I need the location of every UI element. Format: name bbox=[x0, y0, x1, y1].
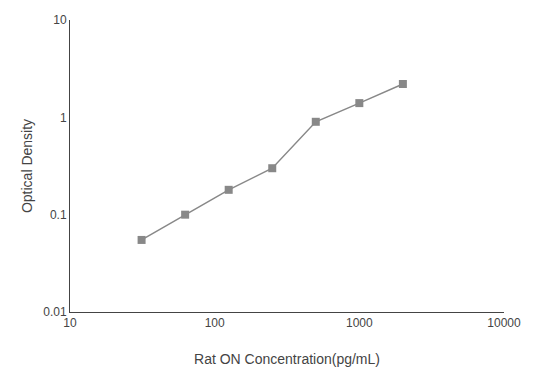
svg-text:Optical Density: Optical Density bbox=[19, 119, 35, 213]
svg-text:1000: 1000 bbox=[346, 316, 373, 330]
svg-text:10: 10 bbox=[63, 316, 77, 330]
svg-text:10: 10 bbox=[53, 13, 67, 27]
svg-text:0.01: 0.01 bbox=[43, 305, 67, 319]
svg-text:1: 1 bbox=[60, 111, 67, 125]
svg-text:Rat ON Concentration(pg/mL): Rat ON Concentration(pg/mL) bbox=[194, 351, 380, 367]
svg-text:10000: 10000 bbox=[487, 316, 521, 330]
svg-text:100: 100 bbox=[205, 316, 225, 330]
svg-text:0.1: 0.1 bbox=[50, 208, 67, 222]
